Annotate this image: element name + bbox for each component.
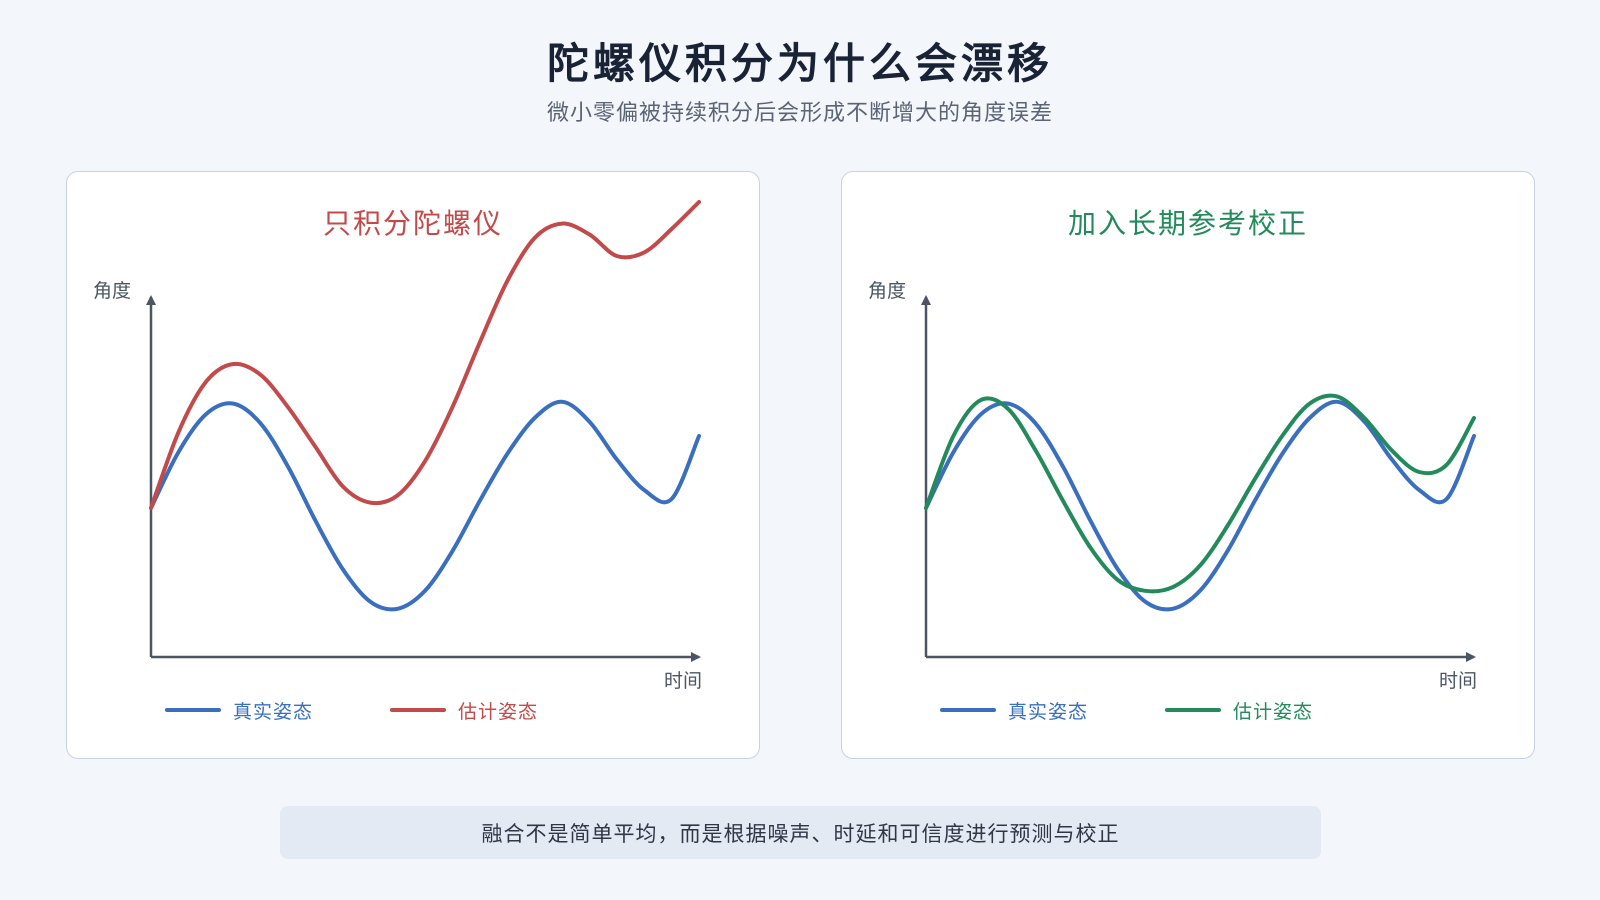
chart-series (924, 393, 1476, 612)
page-subtitle: 微小零偏被持续积分后会形成不断增大的角度误差 (546, 101, 1053, 126)
footer-note: 融合不是简单平均，而是根据噪声、时延和可信度进行预测与校正 (280, 806, 1321, 859)
legend-true-attitude-left: 真实姿态 (165, 698, 314, 723)
legend-label: 估计姿态 (1233, 700, 1314, 723)
chart-series (149, 200, 701, 612)
series-line-1 (149, 200, 701, 510)
x-axis-arrow (691, 652, 701, 662)
y-axis-arrow (146, 295, 156, 305)
chart-panel-gyro-only: 只积分陀螺仪 角度 时间 (66, 171, 760, 759)
y-axis-label: 角度 (868, 280, 907, 302)
legend-estimate-right: 估计姿态 (1165, 698, 1314, 723)
panel-title: 加入长期参考校正 (1067, 207, 1308, 240)
series-line-0 (149, 399, 701, 612)
legend-swatch (165, 708, 221, 712)
legend-label: 真实姿态 (233, 700, 314, 723)
chart-axes (146, 295, 701, 662)
legend-swatch (390, 708, 446, 712)
panel-title: 只积分陀螺仪 (322, 207, 503, 240)
page-title: 陀螺仪积分为什么会漂移 (546, 39, 1053, 88)
legend-estimate-left: 估计姿态 (390, 698, 539, 723)
series-line-1 (924, 393, 1476, 594)
legend-true-attitude-right: 真实姿态 (940, 698, 1089, 723)
chart-gyro-only (146, 200, 701, 662)
chart-with-correction (921, 295, 1476, 662)
x-axis-label: 时间 (1439, 670, 1478, 692)
legend-swatch (940, 708, 996, 712)
legend-swatch (1165, 708, 1221, 712)
legend-label: 真实姿态 (1008, 700, 1089, 723)
x-axis-arrow (1466, 652, 1476, 662)
y-axis-label: 角度 (93, 280, 132, 302)
legend-label: 估计姿态 (458, 700, 539, 723)
x-axis-label: 时间 (664, 670, 703, 692)
y-axis-arrow (921, 295, 931, 305)
chart-axes (921, 295, 1476, 662)
series-line-0 (924, 399, 1476, 612)
chart-panel-with-correction: 加入长期参考校正 角度 时间 (841, 171, 1535, 759)
